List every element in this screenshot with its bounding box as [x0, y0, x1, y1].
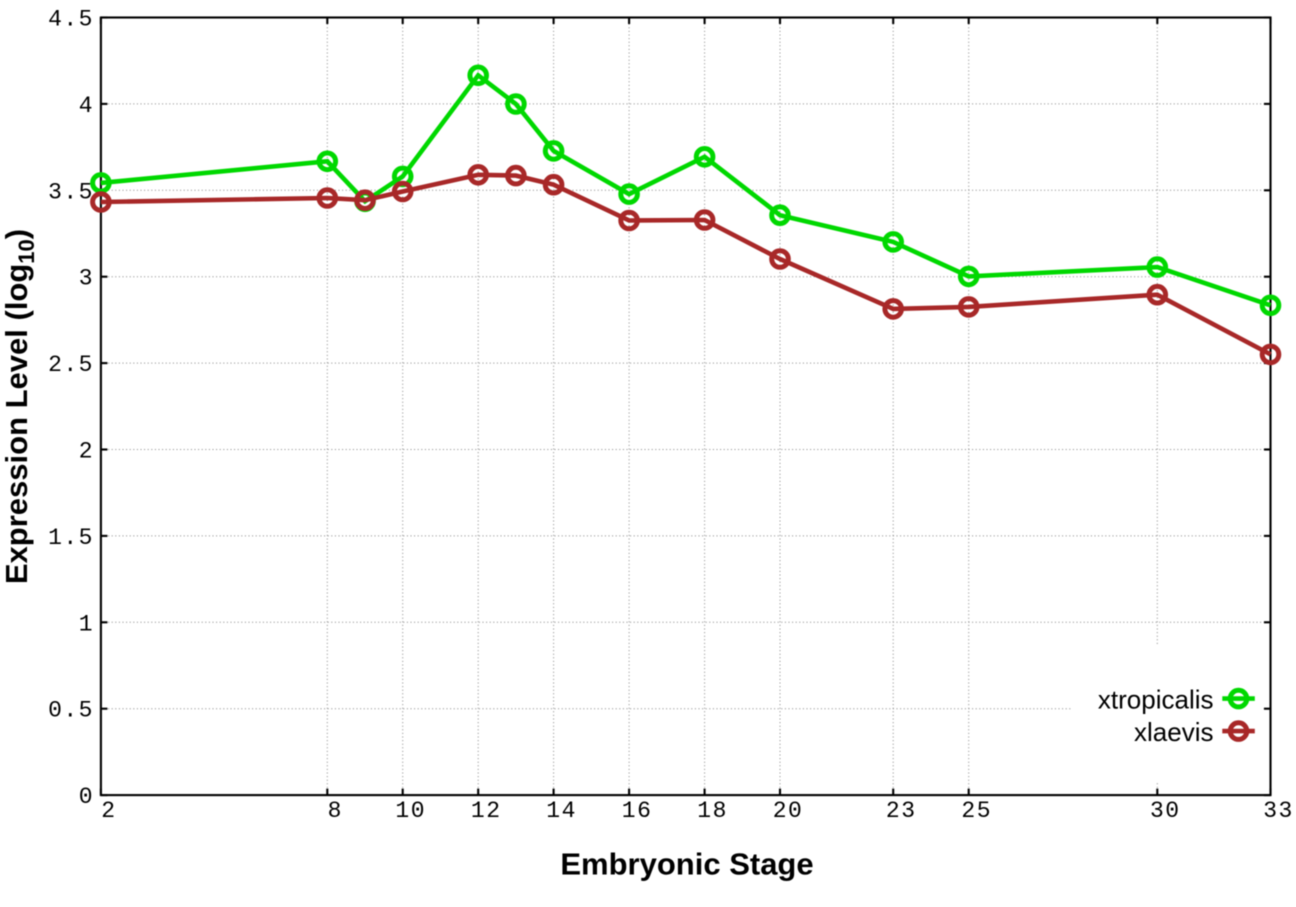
svg-text:8: 8: [328, 798, 343, 824]
svg-text:25: 25: [961, 798, 992, 824]
svg-text:xlaevis: xlaevis: [1134, 717, 1213, 747]
svg-text:Embryonic Stage: Embryonic Stage: [560, 847, 813, 882]
svg-text:16: 16: [622, 798, 653, 824]
svg-text:1: 1: [79, 611, 94, 637]
svg-text:3: 3: [79, 266, 94, 292]
svg-text:Expression Level (log10): Expression Level (log10): [0, 229, 39, 584]
svg-text:1.5: 1.5: [48, 525, 94, 551]
svg-text:2.5: 2.5: [48, 352, 94, 378]
svg-text:3.5: 3.5: [48, 179, 94, 205]
svg-text:30: 30: [1150, 798, 1181, 824]
svg-text:23: 23: [886, 798, 917, 824]
svg-text:xtropicalis: xtropicalis: [1098, 684, 1214, 714]
svg-text:18: 18: [697, 798, 728, 824]
svg-text:33: 33: [1263, 798, 1294, 824]
svg-text:2: 2: [101, 798, 116, 824]
svg-text:12: 12: [471, 798, 502, 824]
svg-text:10: 10: [395, 798, 426, 824]
svg-text:0.5: 0.5: [48, 698, 94, 724]
svg-text:2: 2: [79, 439, 94, 465]
svg-text:4.5: 4.5: [48, 7, 94, 33]
svg-text:14: 14: [546, 798, 577, 824]
svg-text:20: 20: [773, 798, 804, 824]
svg-text:0: 0: [79, 784, 94, 810]
svg-text:4: 4: [79, 93, 94, 119]
